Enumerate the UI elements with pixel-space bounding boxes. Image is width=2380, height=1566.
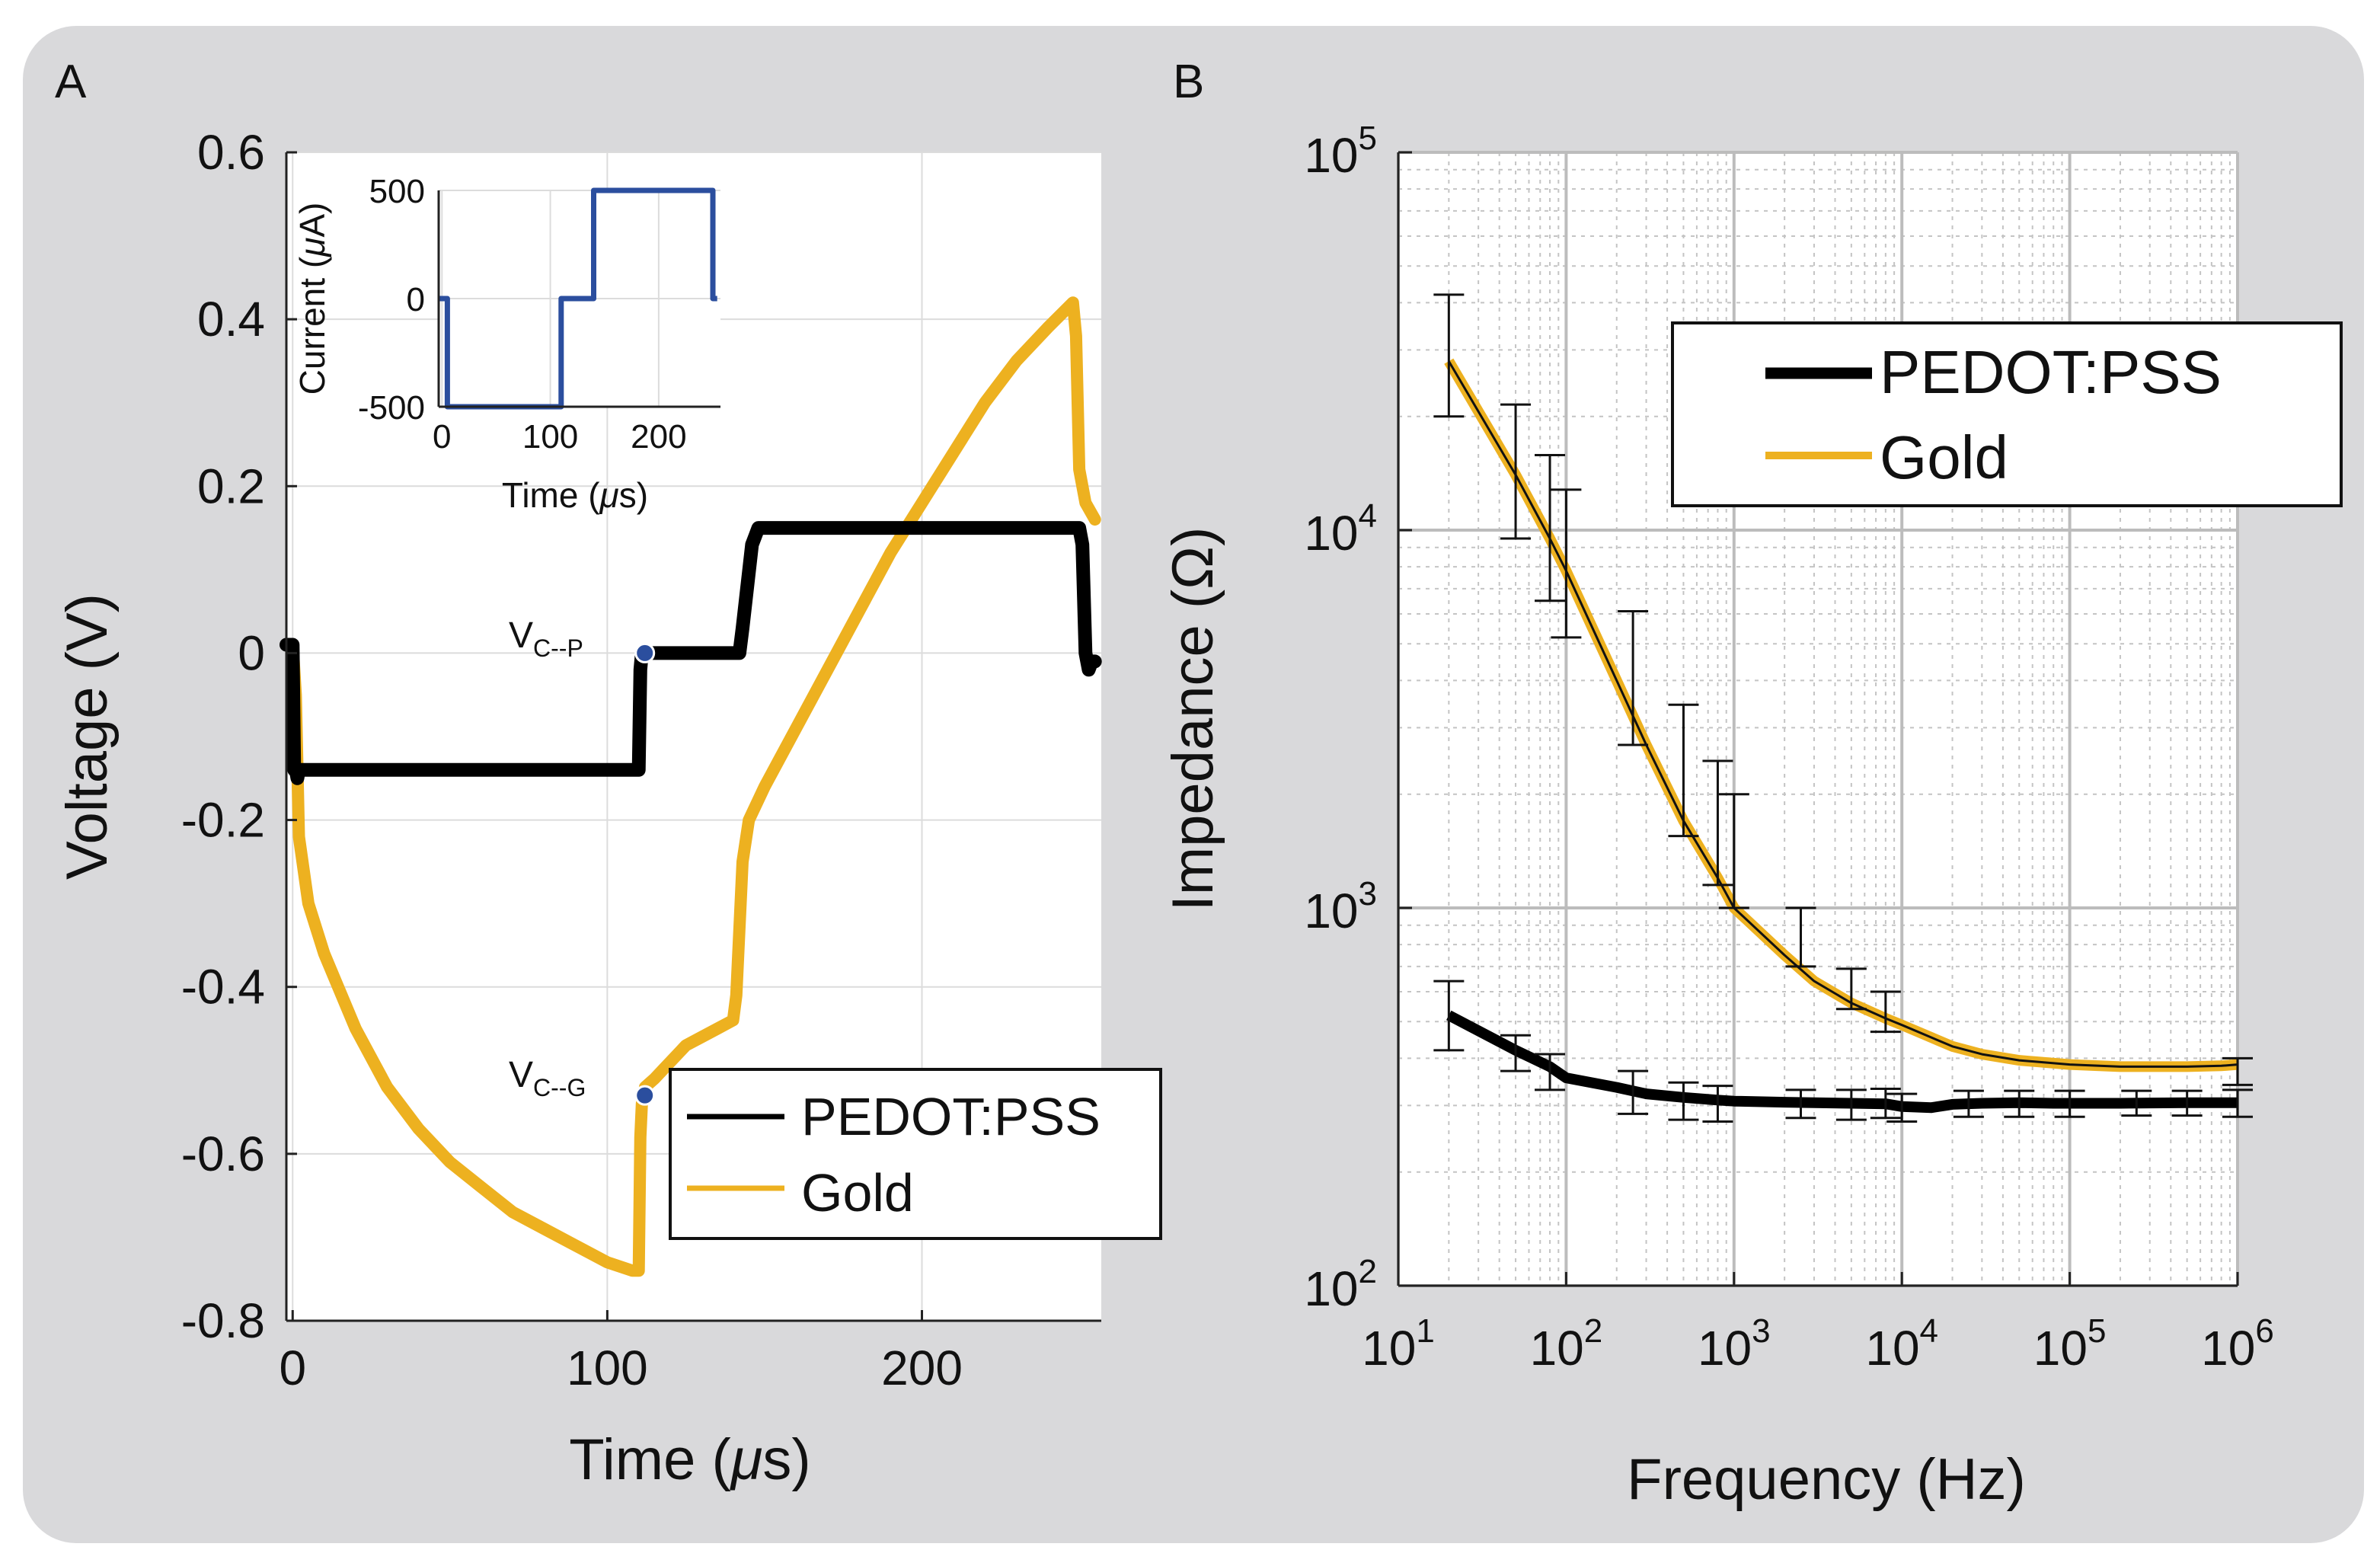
panel-a-series bbox=[280, 296, 1102, 1277]
inset-y-axis-label: Current (μA) bbox=[292, 203, 332, 395]
b-x-tick-exponent: 2 bbox=[1584, 1312, 1602, 1350]
b-x-tick-base: 10 bbox=[1362, 1321, 1416, 1376]
b-x-tick-base: 10 bbox=[2033, 1321, 2088, 1376]
a-y-tick-label-1: 0.4 bbox=[197, 292, 265, 347]
annotation-vc-g-sub: C--G bbox=[533, 1074, 586, 1101]
panel-b-error-bars bbox=[1433, 293, 2253, 1123]
panel-b-axes bbox=[1397, 151, 2239, 1287]
legend-b-gold-label: Gold bbox=[1880, 423, 2008, 491]
b-y-tick-exponent: 5 bbox=[1359, 120, 1377, 157]
b-x-tick-base: 10 bbox=[1698, 1321, 1752, 1376]
annotation-vc-p-sub: C--P bbox=[533, 634, 583, 662]
a-y-tick-label-5: -0.4 bbox=[181, 960, 265, 1015]
panel-a-legend-box bbox=[669, 1068, 1162, 1240]
a-y-tick-label-2: 0.2 bbox=[197, 459, 265, 513]
a-x-tick-label-1: 100 bbox=[567, 1341, 648, 1395]
b-y-tick-base: 10 bbox=[1304, 1261, 1358, 1316]
panel-a-x-axis-label: Time (μs) bbox=[569, 1427, 810, 1492]
inset-y-label-mu: μ bbox=[292, 238, 332, 257]
panel-b-legend-box bbox=[1671, 321, 2343, 507]
a-y-tick-label-6: -0.6 bbox=[181, 1127, 265, 1181]
annotation-vc-p-label: VC--P bbox=[509, 615, 583, 662]
b-x-tick-base: 10 bbox=[1865, 1321, 1919, 1376]
legend-b-pedot-label: PEDOT:PSS bbox=[1880, 338, 2222, 406]
a-y-tick-label-0: 0.6 bbox=[197, 125, 265, 180]
panel-a-y-axis-label: Voltage (V) bbox=[55, 593, 120, 880]
inset-current-line bbox=[439, 187, 717, 410]
legend-a-gold-label: Gold bbox=[801, 1163, 914, 1222]
a-series-gold-line bbox=[280, 296, 1101, 1277]
inset-axes bbox=[437, 190, 720, 408]
b-y-tick-exponent: 2 bbox=[1359, 1253, 1377, 1290]
a-y-tick-label-4: -0.2 bbox=[181, 793, 265, 848]
a-y-tick-label-3: 0 bbox=[238, 625, 265, 680]
b-y-tick-label-1: 103 bbox=[1304, 875, 1377, 938]
b-x-tick-base: 10 bbox=[2201, 1321, 2255, 1376]
inset-y-label-suffix: A) bbox=[292, 203, 332, 238]
panel-a-axes bbox=[285, 151, 1101, 1322]
panel-b-y-axis-label: Impedance (Ω) bbox=[1161, 527, 1225, 912]
b-x-tick-label-4: 105 bbox=[2033, 1312, 2107, 1376]
b-x-tick-label-2: 103 bbox=[1698, 1312, 1771, 1376]
annotation-vc-g-label: VC--G bbox=[509, 1055, 586, 1101]
b-series-gold-core-line bbox=[1448, 360, 2238, 1068]
legend-a-pedot-label: PEDOT:PSS bbox=[801, 1087, 1101, 1146]
b-x-tick-exponent: 3 bbox=[1752, 1312, 1770, 1350]
inset-x-label-mu: μ bbox=[599, 475, 619, 515]
a-x-tick-label-0: 0 bbox=[279, 1341, 306, 1395]
b-x-tick-label-0: 101 bbox=[1362, 1312, 1435, 1376]
panel-b-label: B bbox=[1173, 56, 1204, 108]
b-x-tick-base: 10 bbox=[1530, 1321, 1584, 1376]
b-x-tick-exponent: 1 bbox=[1416, 1312, 1434, 1350]
inset-y-tick-label-1: 0 bbox=[407, 281, 425, 318]
b-x-tick-exponent: 6 bbox=[2255, 1312, 2273, 1350]
panel-a-x-label-suffix: s) bbox=[762, 1427, 810, 1492]
inset-x-tick-label-1: 100 bbox=[522, 418, 578, 455]
b-y-tick-base: 10 bbox=[1304, 128, 1358, 183]
b-y-tick-label-2: 104 bbox=[1304, 497, 1377, 561]
b-x-tick-label-5: 106 bbox=[2201, 1312, 2274, 1376]
panel-a-chart: 0 100 200 0.6 0.4 0.2 0 -0.2 -0.4 -0.6 -0.8 Voltag… bbox=[55, 125, 1162, 1492]
b-y-tick-label-0: 102 bbox=[1304, 1253, 1377, 1316]
inset-x-label-suffix: s) bbox=[619, 475, 648, 515]
inset-y-label-prefix: Current ( bbox=[292, 256, 332, 395]
annotation-vc-p-marker bbox=[634, 642, 656, 663]
inset-y-tick-label-2: -500 bbox=[358, 389, 425, 427]
b-x-tick-exponent: 4 bbox=[1920, 1312, 1938, 1350]
b-y-tick-label-3: 105 bbox=[1304, 120, 1377, 183]
b-y-tick-base: 10 bbox=[1304, 506, 1358, 561]
inset-x-label-prefix: Time ( bbox=[502, 475, 600, 515]
inset-series bbox=[439, 187, 717, 410]
annotation-vc-p: VC--P bbox=[509, 615, 656, 663]
b-x-tick-label-1: 102 bbox=[1530, 1312, 1603, 1376]
panel-a-legend: PEDOT:PSS Gold bbox=[669, 1068, 1162, 1240]
b-y-tick-exponent: 4 bbox=[1359, 497, 1377, 535]
annotation-vc-g-marker bbox=[634, 1085, 656, 1106]
panel-b-legend: PEDOT:PSS Gold bbox=[1671, 321, 2343, 507]
inset-x-axis-label: Time (μs) bbox=[502, 475, 648, 515]
panel-a-tick-labels: 0 100 200 0.6 0.4 0.2 0 -0.2 -0.4 -0.6 -0.8 bbox=[181, 125, 963, 1395]
a-x-tick-label-2: 200 bbox=[881, 1341, 963, 1395]
b-x-tick-exponent: 5 bbox=[2088, 1312, 2106, 1350]
annotation-vc-g: VC--G bbox=[509, 1055, 656, 1106]
a-y-tick-label-7: -0.8 bbox=[181, 1293, 265, 1348]
inset-x-tick-label-2: 200 bbox=[631, 418, 686, 455]
annotation-vc-p-base: V bbox=[509, 615, 533, 656]
panel-a-label: A bbox=[55, 56, 87, 108]
panel-b-x-axis-label: Frequency (Hz) bbox=[1627, 1447, 2026, 1512]
inset-x-tick-label-0: 0 bbox=[433, 418, 451, 455]
inset-y-tick-label-0: 500 bbox=[369, 173, 425, 210]
b-x-tick-label-3: 104 bbox=[1865, 1312, 1938, 1376]
a-series-pedotpss-line bbox=[280, 521, 1102, 785]
b-y-tick-base: 10 bbox=[1304, 884, 1358, 938]
panel-a-x-label-mu: μ bbox=[730, 1427, 763, 1492]
annotation-vc-g-base: V bbox=[509, 1055, 533, 1095]
panel-a-x-label-prefix: Time ( bbox=[569, 1427, 731, 1492]
b-y-tick-exponent: 3 bbox=[1359, 875, 1377, 912]
